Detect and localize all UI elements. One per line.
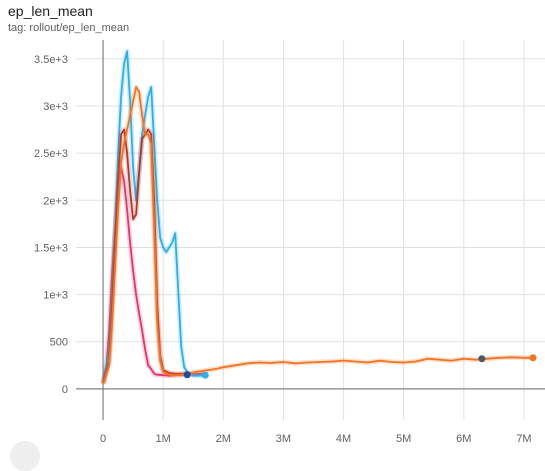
series-end-marker[interactable] — [202, 372, 209, 379]
x-tick-label: 1M — [156, 433, 171, 445]
y-tick-label: 2e+3 — [43, 195, 68, 207]
y-tick-label: 2.5e+3 — [34, 148, 68, 160]
y-tick-label: 500 — [50, 337, 68, 349]
series-end-marker[interactable] — [184, 371, 191, 378]
series-end-marker[interactable] — [478, 355, 485, 362]
series-layer — [103, 51, 533, 384]
x-tick-label: 6M — [456, 433, 471, 445]
tick-label-layer: 0 500 1e+3 1.5e+3 2e+3 2.5e+3 3e+3 3.5e+3 0 1M 2M 3… — [34, 54, 532, 445]
line-chart: 0 500 1e+3 1.5e+3 2e+3 2.5e+3 3e+3 3.5e+3 0 1M 2M 3… — [0, 0, 545, 450]
y-tick-label: 3e+3 — [43, 101, 68, 113]
series-end-marker[interactable] — [529, 354, 536, 361]
series-line[interactable] — [103, 87, 533, 384]
y-tick-label: 1e+3 — [43, 290, 68, 302]
x-tick-label: 7M — [516, 433, 531, 445]
series-raw-trace — [103, 87, 533, 384]
y-tick-label: 3.5e+3 — [34, 54, 68, 66]
x-tick-label: 2M — [216, 433, 231, 445]
x-tick-label: 3M — [276, 433, 291, 445]
x-tick-label: 4M — [336, 433, 351, 445]
y-tick-label: 1.5e+3 — [34, 242, 68, 254]
x-tick-label: 0 — [100, 433, 106, 445]
fit-domain-icon[interactable] — [10, 441, 40, 471]
x-tick-label: 5M — [396, 433, 411, 445]
y-tick-label: 0 — [62, 384, 68, 396]
